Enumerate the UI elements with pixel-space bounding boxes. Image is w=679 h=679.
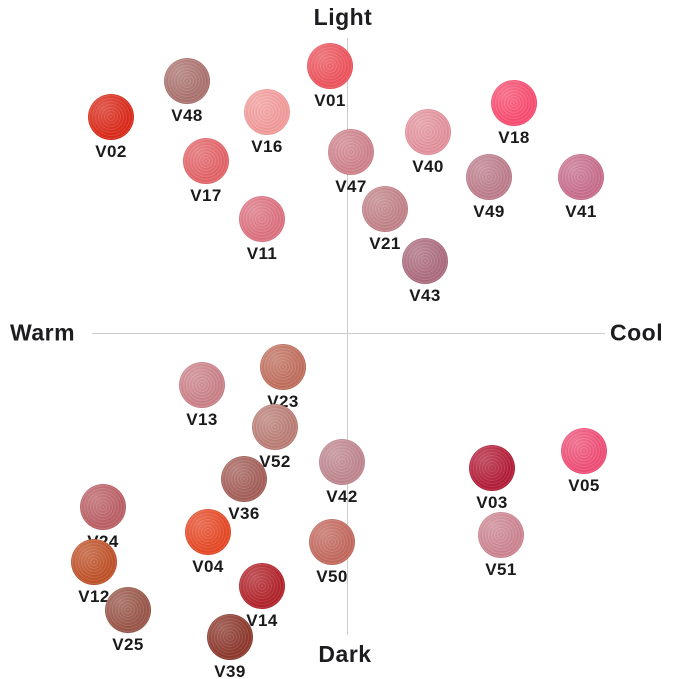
shade-swatch bbox=[80, 484, 126, 530]
shade-swatch bbox=[244, 89, 290, 135]
shade-label: V50 bbox=[316, 567, 348, 586]
shade-swatch bbox=[221, 456, 267, 502]
shade-label: V51 bbox=[485, 560, 517, 579]
axis-label-warm: Warm bbox=[10, 319, 76, 346]
shade-swatch bbox=[319, 439, 365, 485]
shade-swatch bbox=[88, 94, 134, 140]
shade-swatch bbox=[558, 154, 604, 200]
shade-label: V03 bbox=[476, 493, 508, 512]
shade-swatch bbox=[362, 186, 408, 232]
shade-label: V02 bbox=[95, 142, 127, 161]
shade-label: V13 bbox=[186, 410, 218, 429]
shade-label: V14 bbox=[246, 611, 278, 630]
shade-swatch bbox=[239, 196, 285, 242]
axis-label-light: Light bbox=[313, 4, 373, 30]
axis-label-cool: Cool bbox=[610, 319, 664, 346]
shade-label: V21 bbox=[369, 234, 401, 253]
shade-swatch bbox=[402, 238, 448, 284]
shade-swatch bbox=[239, 563, 285, 609]
axis-label-dark: Dark bbox=[318, 641, 372, 667]
shade-label: V43 bbox=[409, 286, 441, 305]
shade-label: V47 bbox=[335, 177, 367, 196]
shade-swatch bbox=[105, 587, 151, 633]
shade-swatch bbox=[185, 509, 231, 555]
shade-label: V48 bbox=[171, 106, 203, 125]
shade-swatch bbox=[469, 445, 515, 491]
shade-swatch bbox=[207, 614, 253, 660]
shade-swatch bbox=[164, 58, 210, 104]
shade-label: V16 bbox=[251, 137, 283, 156]
shade-label: V49 bbox=[473, 202, 505, 221]
shade-label: V52 bbox=[259, 452, 291, 471]
shade-label: V42 bbox=[326, 487, 358, 506]
shade-label: V01 bbox=[314, 91, 346, 110]
shade-swatch bbox=[561, 428, 607, 474]
shade-label: V17 bbox=[190, 186, 222, 205]
shade-label: V04 bbox=[192, 557, 224, 576]
shade-swatch bbox=[183, 138, 229, 184]
shade-label: V12 bbox=[78, 587, 110, 606]
shade-swatch bbox=[478, 512, 524, 558]
shade-swatch bbox=[307, 43, 353, 89]
shade-swatch bbox=[328, 129, 374, 175]
shade-label: V18 bbox=[498, 128, 530, 147]
shade-label: V41 bbox=[565, 202, 597, 221]
shade-swatch bbox=[179, 362, 225, 408]
shade-label: V39 bbox=[214, 662, 246, 679]
shade-swatch bbox=[252, 404, 298, 450]
shade-label: V25 bbox=[112, 635, 144, 654]
shade-label: V36 bbox=[228, 504, 260, 523]
shade-label: V40 bbox=[412, 157, 444, 176]
shade-swatch bbox=[309, 519, 355, 565]
warm-cool-axis-line bbox=[92, 333, 605, 334]
shade-swatch bbox=[260, 344, 306, 390]
light-dark-axis-line bbox=[347, 38, 348, 635]
shade-swatch bbox=[71, 539, 117, 585]
shade-swatch bbox=[405, 109, 451, 155]
shade-label: V05 bbox=[568, 476, 600, 495]
shade-swatch bbox=[466, 154, 512, 200]
shade-swatch bbox=[491, 80, 537, 126]
shade-label: V11 bbox=[246, 244, 278, 263]
